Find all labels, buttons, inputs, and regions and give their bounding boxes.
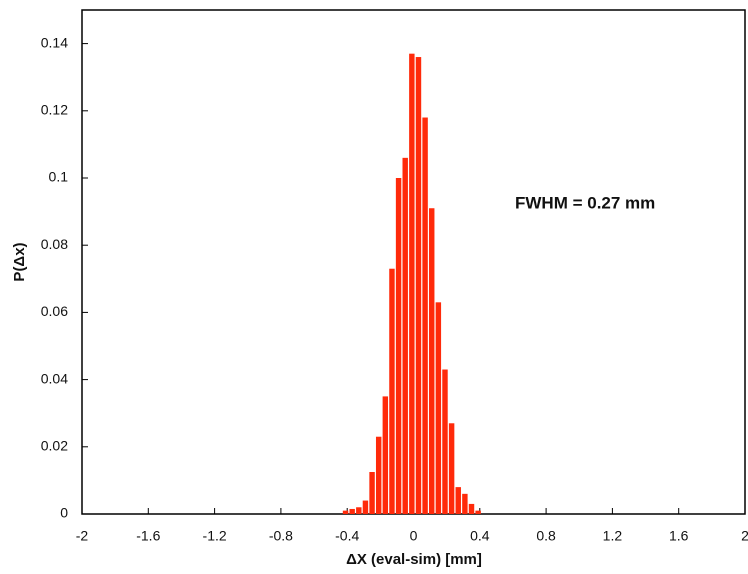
bar — [429, 208, 435, 515]
bar — [382, 396, 389, 514]
bar — [415, 57, 422, 514]
y-tick-label: 0.14 — [41, 34, 68, 50]
bar — [362, 500, 369, 514]
bar — [375, 436, 382, 514]
bar — [448, 423, 455, 514]
y-axis-title: P(Δx) — [11, 242, 28, 281]
bar — [442, 369, 448, 514]
bar — [409, 53, 415, 515]
bar — [468, 503, 475, 514]
x-tick-label: 0.4 — [470, 528, 490, 544]
bar — [422, 117, 428, 515]
x-tick-label: -0.4 — [335, 528, 359, 544]
x-tick-label: 1.6 — [669, 528, 689, 544]
x-tick-label: -2 — [76, 528, 89, 544]
x-tick-label: -1.2 — [203, 528, 227, 544]
y-tick-label: 0 — [60, 505, 68, 521]
y-tick-label: 0.08 — [41, 236, 68, 252]
bar — [435, 302, 442, 514]
bar — [389, 268, 395, 514]
bar — [395, 178, 402, 514]
bar — [349, 508, 355, 514]
x-tick-label: 0.8 — [536, 528, 556, 544]
x-tick-label: -0.8 — [269, 528, 293, 544]
bar — [369, 472, 375, 514]
x-tick-label: -1.6 — [136, 528, 160, 544]
bar — [462, 493, 468, 514]
bar — [455, 487, 461, 514]
y-tick-label: 0.04 — [41, 370, 68, 386]
bar — [342, 510, 349, 514]
y-tick-label: 0.1 — [49, 169, 69, 185]
y-tick-label: 0.02 — [41, 438, 68, 454]
bar — [356, 507, 362, 514]
x-tick-label: 2 — [741, 528, 748, 544]
annotation: FWHM = 0.27 mm — [515, 193, 655, 212]
y-tick-label: 0.12 — [41, 102, 68, 118]
y-tick-label: 0.06 — [41, 303, 68, 319]
x-tick-label: 0 — [410, 528, 418, 544]
bar — [475, 510, 481, 514]
x-axis-title: ΔX (eval-sim) [mm] — [346, 551, 482, 568]
bar — [402, 157, 408, 514]
x-tick-label: 1.2 — [603, 528, 623, 544]
